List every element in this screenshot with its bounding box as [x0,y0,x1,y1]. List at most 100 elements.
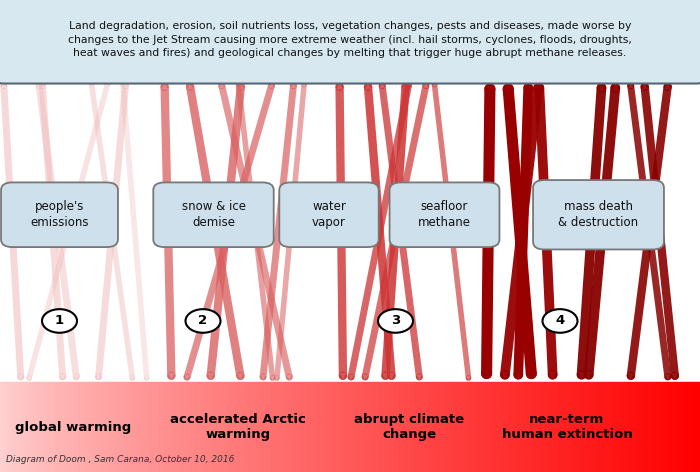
Bar [544,382,546,472]
Bar [58,382,61,472]
Bar [327,382,329,472]
FancyBboxPatch shape [389,182,500,247]
Bar [68,382,70,472]
Bar [117,382,119,472]
Bar [415,382,418,472]
Bar [520,382,523,472]
Bar [448,382,450,472]
Bar [124,382,126,472]
Bar [145,382,147,472]
FancyArrowPatch shape [645,87,675,376]
Bar [392,382,394,472]
Bar [663,382,665,472]
FancyArrowPatch shape [518,88,528,375]
Text: water
vapor: water vapor [312,200,346,229]
Bar [84,382,86,472]
Bar [686,382,688,472]
Bar [222,382,224,472]
Bar [40,382,42,472]
Bar [2,382,5,472]
Bar [121,382,124,472]
Bar [516,382,518,472]
Bar [476,382,478,472]
Bar [623,382,625,472]
Bar [112,382,114,472]
FancyArrowPatch shape [539,88,553,375]
Bar [602,382,604,472]
FancyBboxPatch shape [1,182,118,247]
Bar [467,382,469,472]
Bar [558,382,560,472]
Bar [572,382,574,472]
Bar [474,382,476,472]
Bar [565,382,567,472]
Bar [310,382,313,472]
Bar [105,382,107,472]
Bar [406,382,408,472]
FancyArrowPatch shape [582,88,601,375]
Circle shape [542,309,578,333]
Bar [511,382,513,472]
Bar [553,382,555,472]
Bar [138,382,140,472]
Bar [215,382,217,472]
FancyBboxPatch shape [279,182,379,247]
Bar [485,382,488,472]
Bar [387,382,390,472]
Bar [506,382,509,472]
Bar [294,382,296,472]
Bar [490,382,492,472]
Bar [296,382,299,472]
Bar [114,382,117,472]
Bar [194,382,196,472]
FancyArrowPatch shape [631,87,668,376]
Bar [33,382,35,472]
Bar [201,382,203,472]
Bar [159,382,161,472]
Bar [555,382,558,472]
Bar [224,382,226,472]
Bar [315,382,317,472]
Bar [530,382,532,472]
Bar [469,382,471,472]
FancyArrowPatch shape [190,87,240,376]
Bar [7,382,9,472]
Bar [604,382,607,472]
Bar [525,382,527,472]
Bar [28,382,30,472]
Bar [625,382,628,472]
Bar [621,382,623,472]
Bar [119,382,121,472]
Bar [163,382,166,472]
Bar [376,382,378,472]
Bar [180,382,182,472]
Bar [308,382,310,472]
FancyArrowPatch shape [39,86,76,377]
Bar [541,382,544,472]
Bar [371,382,373,472]
Bar [275,382,278,472]
Bar [534,382,537,472]
Bar [364,382,366,472]
Bar [551,382,553,472]
Bar [504,382,506,472]
Bar [126,382,128,472]
Bar [390,382,392,472]
Bar [299,382,301,472]
Bar [292,382,294,472]
Bar [523,382,525,472]
Bar [198,382,201,472]
Bar [681,382,684,472]
Bar [693,382,695,472]
Bar [345,382,348,472]
Bar [203,382,205,472]
Bar [537,382,539,472]
Bar [49,382,51,472]
Bar [91,382,93,472]
Bar [560,382,562,472]
Bar [642,382,644,472]
Text: near-term
human extinction: near-term human extinction [502,413,632,441]
Circle shape [378,309,413,333]
Bar [562,382,565,472]
Bar [639,382,642,472]
